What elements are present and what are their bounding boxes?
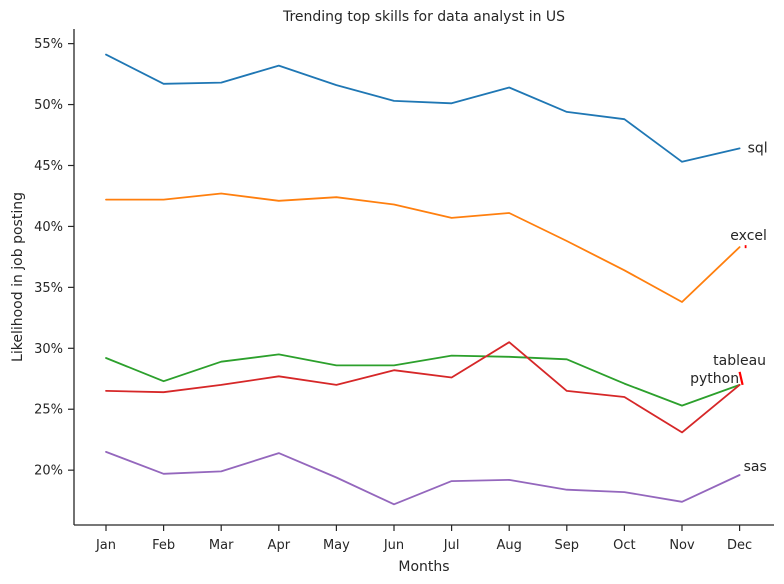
- y-tick-label: 45%: [34, 159, 63, 174]
- series-lines: [105, 53, 741, 506]
- x-axis-label: Months: [398, 559, 449, 575]
- annotation-arrow-tableau: [738, 371, 744, 386]
- y-tick-label: 30%: [34, 342, 63, 357]
- series-line-sql: [105, 53, 741, 163]
- x-tick-label: Jan: [95, 538, 116, 553]
- x-tick-label: Oct: [613, 538, 635, 553]
- x-tick-label: Sep: [555, 538, 580, 553]
- x-tick-label: May: [323, 538, 350, 553]
- x-tick-label: Aug: [497, 538, 522, 553]
- x-tick-label: Nov: [669, 538, 695, 553]
- series-line-tableau: [105, 353, 741, 407]
- series-labels: sql excel tableau python sas: [690, 140, 768, 475]
- series-label-tableau: tableau: [713, 353, 766, 369]
- x-tick-label: Jul: [443, 538, 460, 553]
- y-tick-label: 25%: [34, 403, 63, 418]
- x-tick-label: Mar: [209, 538, 234, 553]
- chart-title: Trending top skills for data analyst in …: [282, 9, 565, 25]
- series-label-sas: sas: [744, 459, 767, 475]
- series-label-excel: excel: [730, 228, 767, 244]
- x-tick-label: Apr: [268, 538, 291, 553]
- y-axis-ticks: 20% 25% 30% 35% 40% 45% 50% 55%: [34, 37, 74, 479]
- y-tick-label: 55%: [34, 37, 63, 52]
- y-tick-label: 20%: [34, 464, 63, 479]
- series-line-python: [105, 341, 741, 434]
- series-label-python: python: [690, 371, 739, 387]
- x-axis-ticks: Jan Feb Mar Apr May Jun Jul Aug Sep Oct Nov Dec: [95, 525, 752, 553]
- y-tick-label: 40%: [34, 220, 63, 235]
- y-tick-label: 50%: [34, 98, 63, 113]
- y-tick-label: 35%: [34, 281, 63, 296]
- y-axis-label: Likelihood in job posting: [10, 192, 26, 362]
- series-line-sas: [105, 450, 741, 506]
- x-tick-label: Jun: [383, 538, 404, 553]
- x-tick-label: Dec: [727, 538, 752, 553]
- series-label-sql: sql: [748, 140, 768, 156]
- x-tick-label: Feb: [152, 538, 175, 553]
- series-line-excel: [105, 192, 741, 303]
